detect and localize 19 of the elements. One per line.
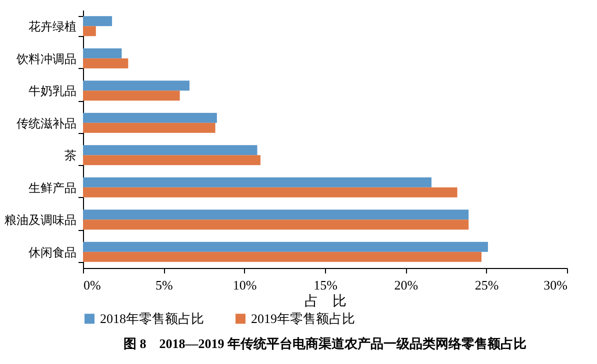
x-tick-label: 0% [84, 278, 101, 292]
y-tick-label: 饮料冲调品 [16, 52, 76, 66]
y-tick-label: 生鲜产品 [28, 180, 76, 195]
x-tick-label: 25% [474, 278, 499, 292]
x-axis-title: 占 比 [304, 294, 346, 310]
x-tick-label: 15% [314, 278, 338, 292]
y-tick-label: 花卉绿植 [28, 20, 76, 34]
x-tick-label: 20% [394, 278, 418, 292]
x-tick-label: 30% [544, 278, 568, 292]
y-tick-label: 休闲食品 [28, 245, 76, 260]
y-tick-label: 牛奶乳品 [28, 84, 76, 98]
y-tick-label: 茶 [64, 148, 76, 163]
x-tick-label: 10% [232, 278, 257, 292]
text: 图 8 2018—2019 年传统平台电商渠道农产品一级品类网络零售额占比 [124, 336, 526, 351]
legend-label: 2018年零售额占比 [100, 310, 204, 326]
legend-label: 2019年零售额占比 [251, 310, 355, 326]
y-tick-label: 传统滋补品 [16, 116, 76, 130]
x-tick-label: 5% [155, 278, 173, 292]
y-tick-label: 粮油及调味品 [4, 213, 76, 228]
